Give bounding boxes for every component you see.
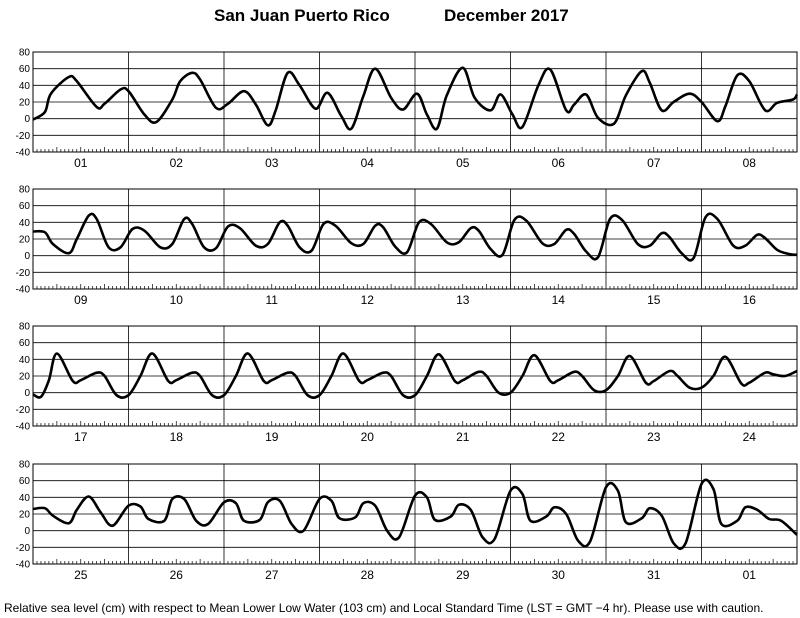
y-tick-label: 40 — [19, 218, 31, 229]
y-tick-label: 40 — [19, 81, 31, 92]
tide-curve — [32, 212, 798, 262]
y-tick-label: 60 — [19, 201, 31, 212]
y-tick-label: 80 — [19, 185, 31, 196]
day-label: 15 — [647, 293, 661, 307]
y-tick-label: 80 — [19, 322, 31, 333]
y-tick-label: 60 — [19, 338, 31, 349]
day-label: 04 — [361, 156, 375, 170]
day-label: 29 — [456, 568, 470, 582]
y-tick-label: -20 — [16, 268, 31, 279]
y-tick-label: 20 — [19, 510, 31, 521]
day-label: 21 — [456, 430, 470, 444]
y-tick-label: 80 — [19, 48, 31, 59]
day-label: 31 — [647, 568, 661, 582]
panel-frame — [32, 325, 798, 427]
y-tick-label: -20 — [16, 543, 31, 554]
panel-frame — [32, 463, 798, 565]
day-label: 02 — [170, 156, 184, 170]
tide-curve — [32, 352, 798, 399]
y-tick-label: 0 — [24, 114, 30, 125]
day-label: 13 — [456, 293, 470, 307]
day-label: 23 — [647, 430, 661, 444]
day-label: 22 — [552, 430, 566, 444]
day-label: 30 — [552, 568, 566, 582]
day-label: 19 — [265, 430, 279, 444]
day-label: 01 — [743, 568, 757, 582]
day-label: 10 — [170, 293, 184, 307]
day-label: 09 — [74, 293, 88, 307]
day-label: 20 — [361, 430, 375, 444]
y-tick-label: 80 — [19, 460, 31, 471]
day-label: 16 — [743, 293, 757, 307]
tide-curve — [32, 478, 798, 551]
y-tick-label: -20 — [16, 405, 31, 416]
y-tick-label: 20 — [19, 98, 31, 109]
day-label: 24 — [743, 430, 757, 444]
day-label: 08 — [743, 156, 757, 170]
panel-frame — [32, 188, 798, 290]
chart-footnote: Relative sea level (cm) with respect to … — [4, 601, 764, 615]
day-label: 26 — [170, 568, 184, 582]
chart-title-station: San Juan Puerto Rico — [214, 6, 390, 25]
day-label: 03 — [265, 156, 279, 170]
day-label: 27 — [265, 568, 279, 582]
y-tick-label: 0 — [24, 251, 30, 262]
day-label: 17 — [74, 430, 88, 444]
day-label: 18 — [170, 430, 184, 444]
day-label: 07 — [647, 156, 661, 170]
day-label: 25 — [74, 568, 88, 582]
day-label: 06 — [552, 156, 566, 170]
day-label: 05 — [456, 156, 470, 170]
panel-frame — [32, 51, 798, 153]
day-label: 12 — [361, 293, 375, 307]
y-tick-label: -20 — [16, 131, 31, 142]
y-tick-label: -40 — [16, 560, 31, 571]
y-tick-label: 20 — [19, 372, 31, 383]
day-label: 01 — [74, 156, 88, 170]
y-tick-label: -40 — [16, 148, 31, 159]
day-label: 28 — [361, 568, 375, 582]
chart-title-month: December 2017 — [444, 6, 569, 25]
y-tick-label: 40 — [19, 355, 31, 366]
day-label: 14 — [552, 293, 566, 307]
y-tick-label: 60 — [19, 64, 31, 75]
y-tick-label: 60 — [19, 476, 31, 487]
y-tick-label: -40 — [16, 285, 31, 296]
y-tick-label: 20 — [19, 235, 31, 246]
day-label: 11 — [266, 293, 279, 307]
y-tick-label: 0 — [24, 388, 30, 399]
tide-curve — [32, 66, 799, 131]
y-tick-label: -40 — [16, 422, 31, 433]
y-tick-label: 40 — [19, 493, 31, 504]
y-tick-label: 0 — [24, 526, 30, 537]
